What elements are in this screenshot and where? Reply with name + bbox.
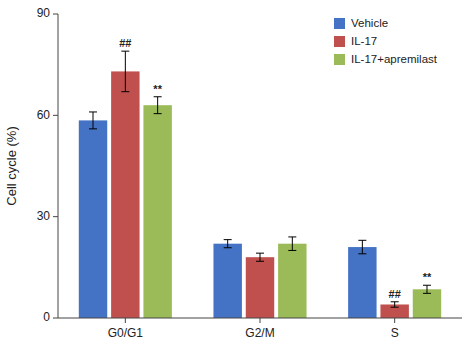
bar [348, 247, 376, 318]
bar [143, 105, 171, 318]
x-tick-label: G0/G1 [108, 326, 144, 340]
error-bar [121, 51, 129, 92]
bar [111, 71, 139, 318]
error-bar-cap [224, 247, 232, 248]
x-tick [260, 318, 261, 323]
error-bar-stem [157, 97, 158, 114]
chart-svg: 0 30 60 90 Cell cycle (%) G0/G1 G2/M S ## ** ## ** V… [0, 0, 474, 352]
error-bar-cap [358, 253, 366, 254]
error-bar-cap [288, 236, 296, 237]
bar [79, 120, 107, 318]
error-bar-stem [292, 237, 293, 251]
bar [213, 244, 241, 318]
error-bar-cap [256, 253, 264, 254]
error-bar-cap [121, 51, 129, 52]
y-tick [53, 318, 58, 319]
x-tick [394, 318, 395, 323]
y-axis-label: Cell cycle (%) [4, 126, 19, 205]
error-bar [288, 237, 296, 251]
y-axis-line [58, 14, 59, 318]
error-bar [358, 240, 366, 254]
error-bar [154, 97, 162, 114]
error-bar-cap [121, 91, 129, 92]
error-bar-stem [125, 51, 126, 92]
error-bar-cap [89, 128, 97, 129]
legend-label: Vehicle [351, 17, 388, 29]
legend-item: IL-17 [334, 35, 377, 47]
error-bar-cap [288, 250, 296, 251]
bar [246, 257, 274, 318]
error-bar-cap [224, 239, 232, 240]
legend-swatch [334, 36, 345, 47]
plot-area [79, 51, 441, 318]
error-bar [391, 302, 399, 307]
error-bar-stem [227, 240, 228, 248]
error-bar [256, 253, 264, 261]
error-bar-cap [154, 113, 162, 114]
annotations: ## ** ## ** [119, 37, 432, 300]
error-bar-stem [362, 240, 363, 254]
error-bar [423, 285, 431, 293]
y-tick-label: 90 [37, 6, 51, 20]
error-bar-stem [260, 253, 261, 261]
error-bar-cap [423, 293, 431, 294]
x-tick-label: G2/M [245, 326, 274, 340]
legend-item: IL-17+apremilast [334, 53, 438, 65]
error-bar-cap [391, 307, 399, 308]
page: {"chart_data": {"type": "bar", "categori… [0, 0, 474, 352]
bar [413, 289, 441, 318]
x-axis: G0/G1 G2/M S [58, 318, 462, 340]
error-bar-stem [394, 302, 395, 307]
error-bar-cap [358, 240, 366, 241]
legend-item: Vehicle [334, 17, 388, 29]
x-tick [125, 318, 126, 323]
y-tick-label: 0 [43, 310, 50, 324]
y-tick-label: 30 [37, 209, 51, 223]
error-bar-stem [426, 285, 427, 293]
y-tick-label: 60 [37, 108, 51, 122]
annotation: ** [153, 83, 162, 95]
annotation: ## [119, 37, 131, 49]
error-bar-stem [93, 112, 94, 129]
series-1 [111, 51, 409, 318]
bar [278, 244, 306, 318]
y-tick [53, 216, 58, 217]
error-bar [224, 240, 232, 248]
y-tick [53, 115, 58, 116]
chart-container: 0 30 60 90 Cell cycle (%) G0/G1 G2/M S ## ** ## ** V… [0, 0, 474, 352]
y-axis: 0 30 60 90 Cell cycle (%) [4, 6, 58, 324]
legend-label: IL-17+apremilast [351, 53, 438, 65]
series-2 [143, 97, 441, 318]
y-tick [53, 14, 58, 15]
legend-swatch [334, 54, 345, 65]
error-bar-cap [423, 285, 431, 286]
error-bar-cap [154, 96, 162, 97]
error-bar [89, 112, 97, 129]
legend-swatch [334, 18, 345, 29]
x-tick-label: S [391, 326, 399, 340]
legend: Vehicle IL-17 IL-17+apremilast [334, 17, 438, 65]
annotation: ** [423, 271, 432, 283]
annotation: ## [389, 288, 401, 300]
legend-label: IL-17 [351, 35, 377, 47]
error-bar-cap [391, 301, 399, 302]
error-bar-cap [256, 261, 264, 262]
error-bar-cap [89, 111, 97, 112]
